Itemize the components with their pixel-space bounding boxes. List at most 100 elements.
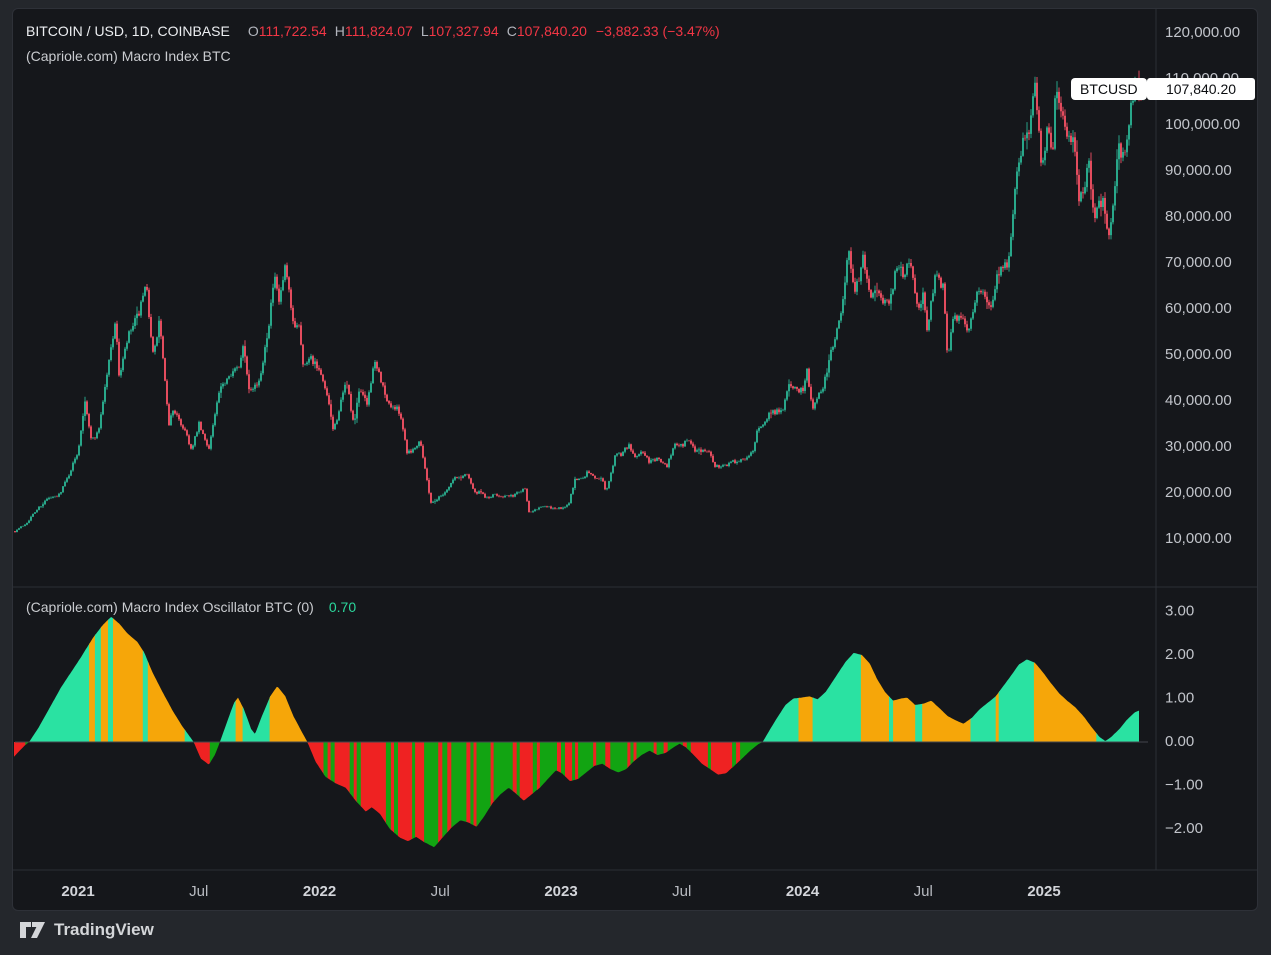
oscillator-band-red — [398, 742, 414, 841]
ohlc-high-value: 111,824.07 — [344, 23, 413, 39]
oscillator-axis-label: 2.00 — [1165, 646, 1194, 663]
oscillator-band-orange — [89, 633, 96, 742]
tradingview-logo-icon — [20, 922, 45, 938]
oscillator-band-orange — [922, 700, 972, 742]
oscillator-band-orange — [113, 618, 144, 742]
oscillator-band-orange — [269, 686, 309, 745]
oscillator-band-green — [610, 742, 629, 773]
ohlc-high-label: H — [334, 23, 345, 39]
price-axis-label: 70,000.00 — [1165, 254, 1232, 271]
oscillator-band-green — [578, 742, 595, 779]
price-axis-label: 80,000.00 — [1165, 208, 1232, 225]
oscillator-scale-labels[interactable]: 3.00 2.00 1.00 0.00 −1.00 −2.00 — [1165, 602, 1203, 837]
oscillator-band-mint — [184, 729, 195, 745]
symbol-title[interactable]: BITCOIN / USD, 1D, COINBASE — [26, 23, 230, 39]
oscillator-band-green — [667, 742, 684, 752]
oscillator-band-red — [605, 742, 612, 770]
tradingview-logo-text: TradingView — [54, 920, 154, 939]
time-axis-label: Jul — [914, 883, 933, 900]
ohlc-low-label: L — [420, 23, 429, 39]
indicator-legend-macro-index[interactable]: (Capriole.com) Macro Index BTC — [26, 48, 231, 64]
oscillator-band-red — [447, 742, 453, 833]
oscillator-band-mint — [29, 642, 91, 742]
price-axis-label: 30,000.00 — [1165, 438, 1232, 455]
oscillator-band-green — [656, 742, 665, 755]
oscillator-band-green — [686, 742, 692, 754]
time-axis-label: 2024 — [786, 883, 820, 900]
oscillator-axis-label: 3.00 — [1165, 602, 1194, 619]
oscillator-axis-label: −1.00 — [1165, 776, 1203, 793]
oscillator-band-red — [193, 742, 211, 765]
oscillator-band-green — [356, 742, 362, 808]
oscillator-band-green — [493, 742, 514, 802]
time-axis-label: Jul — [672, 883, 691, 900]
oscillator-band-green — [470, 742, 475, 826]
price-axis-label: 100,000.00 — [1165, 116, 1240, 133]
oscillator-band-red — [466, 742, 472, 825]
time-axis-label: 2025 — [1027, 883, 1060, 900]
oscillator-band-red — [710, 742, 734, 775]
oscillator-band-mint — [998, 659, 1035, 742]
oscillator-band-red — [736, 742, 742, 765]
time-axis-label: Jul — [431, 883, 450, 900]
price-axis-label: 10,000.00 — [1165, 530, 1232, 547]
oscillator-band-green — [330, 742, 336, 784]
oscillator-band-red — [682, 742, 688, 750]
price-axis-label: 40,000.00 — [1165, 392, 1232, 409]
oscillator-band-red — [512, 742, 518, 796]
price-scale-labels[interactable]: 120,000.00110,000.00100,000.0090,000.008… — [1165, 24, 1240, 547]
last-price-label: 107,840.20 — [1147, 78, 1255, 100]
symbol-legend[interactable]: BITCOIN / USD, 1D, COINBASE O111,722.54 H1… — [26, 23, 720, 39]
price-axis-label: 90,000.00 — [1165, 162, 1232, 179]
oscillator-band-green — [561, 742, 566, 778]
oscillator-band-red — [334, 742, 351, 795]
oscillator-band-red — [557, 742, 562, 774]
bottom-toolbar: TradingView — [0, 910, 1271, 955]
pane-dividers[interactable] — [13, 9, 1257, 871]
candlestick-series — [14, 70, 1144, 533]
oscillator-band-orange — [147, 661, 186, 742]
oscillator-band-green — [532, 742, 538, 794]
oscillator-band-orange — [798, 696, 814, 742]
price-axis-label: 60,000.00 — [1165, 300, 1232, 317]
oscillator-band-green — [25, 740, 31, 745]
ohlc-low-value: 107,327.94 — [428, 23, 499, 39]
candles-down-bodies — [14, 80, 1142, 532]
oscillator-band-red — [690, 742, 709, 769]
oscillator-band-red — [663, 742, 669, 754]
oscillator-area-series — [14, 617, 1148, 848]
ohlc-open-value: 111,722.54 — [258, 23, 327, 39]
oscillator-band-orange — [1033, 662, 1098, 742]
oscillator-band-green — [349, 742, 355, 800]
oscillator-band-mint — [970, 695, 997, 742]
time-scale-labels[interactable]: 2021 Jul 2022 Jul 2023 Jul 2024 Jul 2025 — [61, 883, 1060, 900]
oscillator-axis-label: −2.00 — [1165, 820, 1203, 837]
tradingview-logo[interactable]: TradingView — [19, 920, 154, 940]
oscillator-band-green — [630, 742, 635, 765]
oscillator-band-red — [438, 742, 444, 843]
oscillator-band-green — [740, 740, 764, 761]
symbol-flag-badge[interactable]: BTCUSD — [1071, 78, 1147, 100]
oscillator-band-red — [415, 742, 426, 843]
oscillator-label: (Capriole.com) Macro Index Oscillator BT… — [26, 599, 314, 615]
change-value: −3,882.33 (−3.47%) — [595, 23, 720, 39]
ohlc-open-label: O — [247, 23, 259, 39]
candles-up-bodies — [16, 80, 1144, 532]
time-axis-label: Jul — [189, 883, 208, 900]
oscillator-band-green — [596, 742, 607, 767]
oscillator-axis-label: 0.00 — [1165, 733, 1194, 750]
chart-widget[interactable]: 120,000.00110,000.00100,000.0090,000.008… — [12, 8, 1258, 911]
oscillator-band-orange — [100, 618, 109, 742]
oscillator-band-orange — [860, 654, 890, 742]
oscillator-band-mint — [762, 697, 800, 742]
ohlc-close-label: C — [506, 23, 517, 39]
price-axis-label: 120,000.00 — [1165, 24, 1240, 41]
ohlc-close-value: 107,840.20 — [516, 23, 587, 39]
oscillator-band-mint — [255, 695, 271, 742]
oscillator-band-orange — [893, 697, 917, 742]
oscillator-axis-label: 1.00 — [1165, 689, 1194, 706]
oscillator-value: 0.70 — [328, 599, 357, 615]
oscillator-band-green — [323, 742, 329, 779]
indicator-legend-oscillator[interactable]: (Capriole.com) Macro Index Oscillator BT… — [26, 599, 356, 615]
chart-canvas[interactable]: 120,000.00110,000.00100,000.0090,000.008… — [13, 9, 1257, 910]
